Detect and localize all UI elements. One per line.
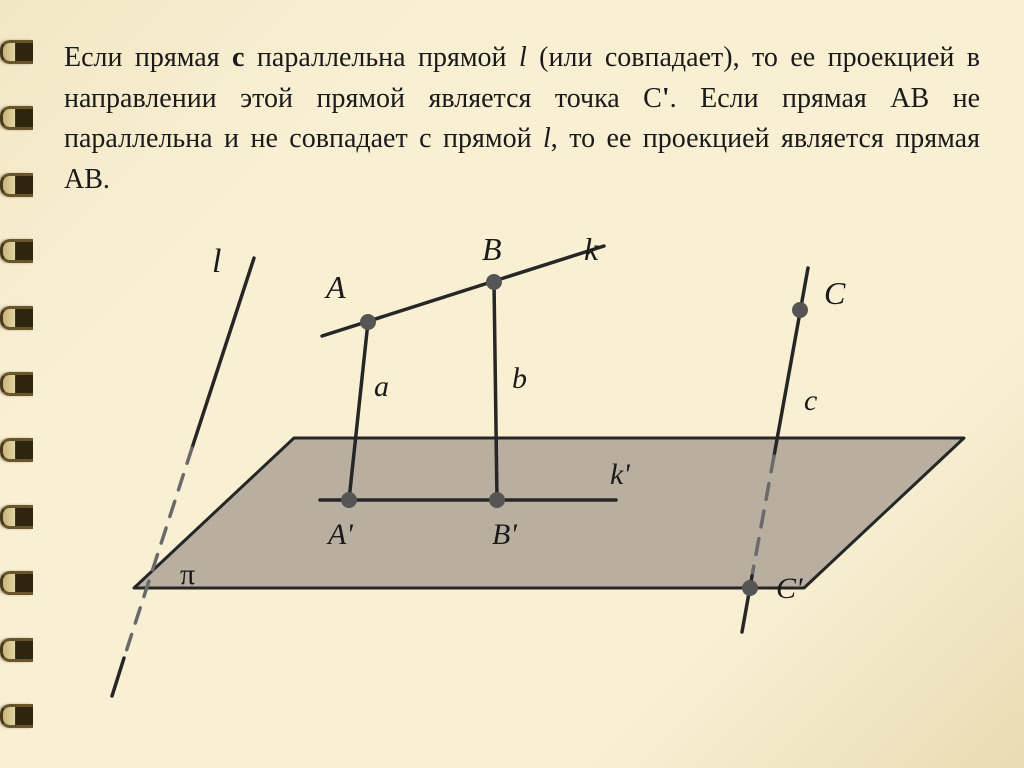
label-l: l (212, 243, 221, 280)
label-B: B (482, 231, 502, 267)
line-c_top (774, 268, 808, 456)
text-italic-l: l (519, 42, 527, 73)
label-Bprime: B' (492, 518, 517, 551)
notebook-binding (0, 16, 34, 752)
projection-diagram: l k A B Ca b c k' A' B' C' π (64, 228, 980, 753)
text-run: параллельна прямой (244, 42, 518, 73)
line-l_below (112, 658, 124, 696)
label-Cprime: C' (776, 572, 803, 605)
point-C (792, 302, 808, 318)
point-Aprime (341, 492, 357, 508)
point-Bprime (489, 492, 505, 508)
plane-pi (134, 438, 964, 588)
label-k: k (584, 231, 599, 267)
point-Cprime (742, 580, 758, 596)
point-B (486, 274, 502, 290)
line-l_top (192, 258, 254, 448)
label-b: b (512, 362, 527, 395)
label-a: a (374, 370, 389, 403)
text-run: Если прямая (64, 42, 232, 73)
text-italic-l: l (543, 123, 551, 154)
label-C: C (824, 275, 846, 311)
point-A (360, 314, 376, 330)
text-bold-c: с (232, 42, 244, 73)
label-kprime: k' (610, 458, 630, 491)
text-prime: ' (662, 83, 670, 114)
label-A: A (324, 269, 346, 305)
label-c: c (804, 384, 817, 417)
label-pi: π (180, 558, 195, 591)
body-text: Если прямая с параллельна прямой l (или … (64, 38, 980, 200)
label-Aprime: A' (326, 518, 353, 551)
